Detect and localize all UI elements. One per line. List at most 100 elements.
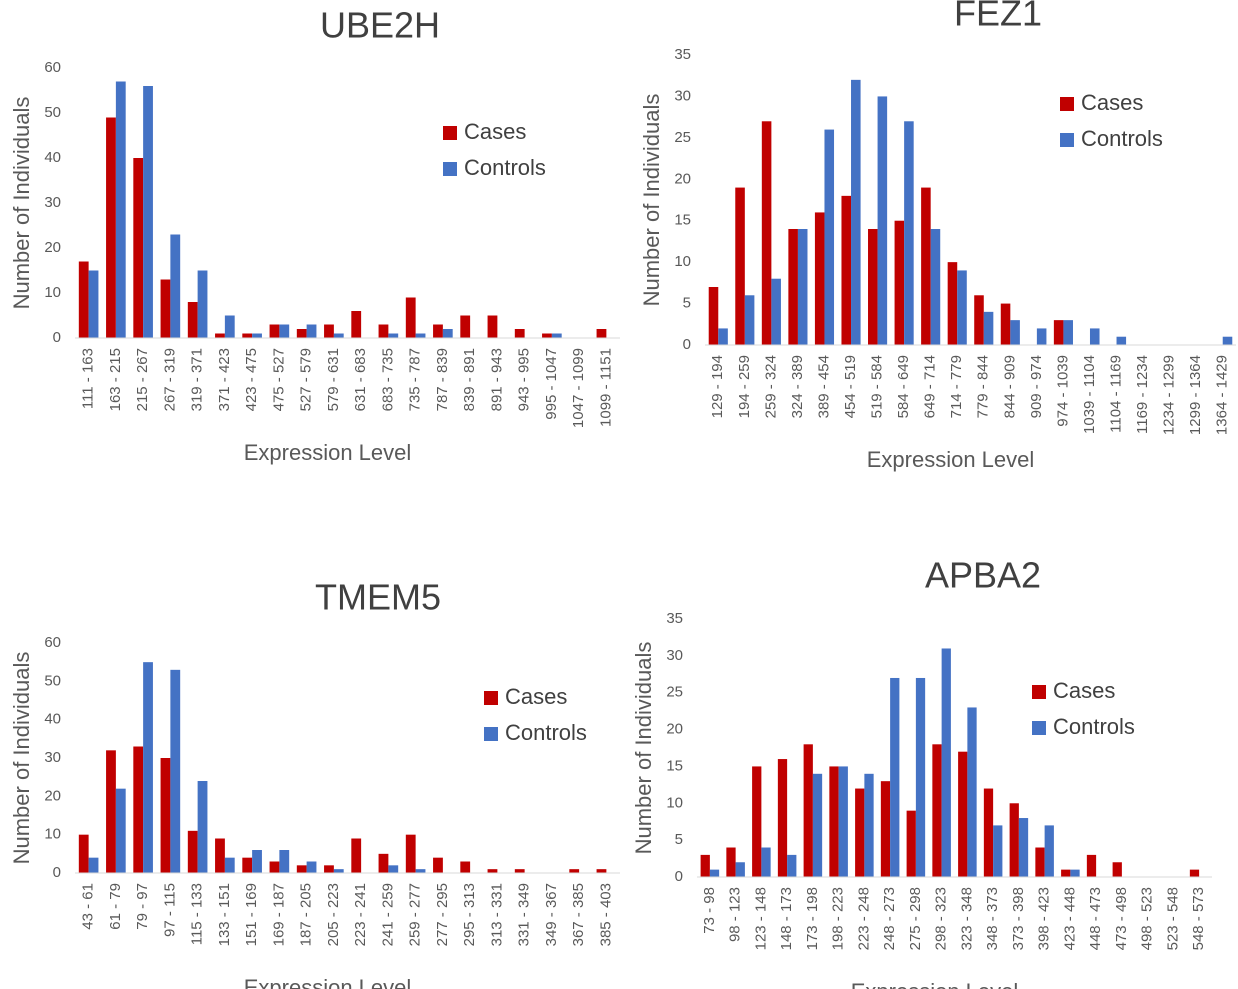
bar bbox=[1070, 869, 1080, 877]
x-axis-title: Expression Level bbox=[244, 440, 412, 465]
bar bbox=[143, 86, 153, 338]
x-tick-label: 111 - 163 bbox=[80, 348, 97, 409]
bar bbox=[752, 766, 762, 877]
bar bbox=[957, 270, 967, 345]
bar bbox=[797, 229, 808, 345]
bar bbox=[187, 302, 198, 338]
x-tick-label: 454 - 519 bbox=[842, 355, 859, 418]
x-tick-label: 649 - 714 bbox=[922, 355, 939, 418]
bar bbox=[1000, 303, 1011, 345]
legend-swatch bbox=[1032, 685, 1046, 699]
bar bbox=[106, 117, 116, 338]
bar bbox=[115, 81, 126, 338]
x-tick-label: 223 - 241 bbox=[352, 883, 369, 946]
legend-swatch bbox=[484, 727, 498, 741]
y-tick-label: 15 bbox=[674, 212, 691, 229]
bar bbox=[864, 773, 874, 877]
bar bbox=[252, 333, 262, 338]
legend-label: Cases bbox=[464, 119, 526, 144]
bar bbox=[324, 324, 334, 338]
x-tick-label: 259 - 324 bbox=[762, 355, 779, 418]
bar bbox=[1222, 336, 1233, 345]
bar bbox=[838, 766, 848, 877]
bar bbox=[514, 329, 525, 338]
x-tick-label: 324 - 389 bbox=[789, 355, 806, 418]
legend-label: Cases bbox=[1081, 90, 1143, 115]
chart-title: APBA2 bbox=[925, 555, 1041, 596]
x-tick-label: 371 - 423 bbox=[216, 348, 233, 411]
x-tick-label: 527 - 579 bbox=[298, 348, 315, 411]
bar bbox=[851, 79, 861, 345]
y-tick-label: 25 bbox=[666, 684, 683, 701]
x-tick-label: 187 - 205 bbox=[298, 883, 315, 946]
x-tick-label: 1039 - 1104 bbox=[1081, 355, 1098, 434]
x-tick-label: 891 - 943 bbox=[488, 348, 505, 411]
bar bbox=[744, 295, 755, 345]
x-tick-label: 223 - 248 bbox=[855, 887, 872, 950]
legend-label: Cases bbox=[1053, 678, 1115, 703]
bar bbox=[224, 857, 235, 873]
bar bbox=[215, 838, 225, 873]
x-tick-label: 714 - 779 bbox=[948, 355, 965, 418]
bar bbox=[974, 295, 984, 345]
x-tick-label: 995 - 1047 bbox=[543, 348, 560, 420]
bar bbox=[1010, 320, 1020, 345]
bar bbox=[279, 324, 290, 338]
x-tick-label: 295 - 313 bbox=[461, 883, 478, 946]
bar bbox=[761, 847, 771, 877]
y-tick-label: 30 bbox=[44, 194, 61, 211]
bar bbox=[700, 854, 710, 877]
x-tick-label: 475 - 527 bbox=[270, 348, 287, 411]
legend-label: Controls bbox=[464, 155, 546, 180]
bar bbox=[351, 838, 362, 873]
bar bbox=[596, 329, 607, 338]
bar bbox=[487, 869, 498, 873]
bar bbox=[877, 96, 888, 345]
bar bbox=[460, 861, 471, 873]
bar bbox=[133, 158, 144, 338]
bar bbox=[1086, 854, 1097, 877]
bar bbox=[803, 744, 813, 877]
bar bbox=[197, 781, 208, 873]
x-tick-label: 248 - 273 bbox=[881, 887, 898, 950]
x-tick-label: 277 - 295 bbox=[434, 883, 451, 946]
bar bbox=[915, 677, 926, 877]
y-tick-label: 5 bbox=[675, 831, 683, 848]
bar bbox=[841, 195, 852, 345]
x-tick-label: 844 - 909 bbox=[1001, 355, 1018, 418]
x-tick-label: 259 - 277 bbox=[407, 883, 424, 946]
y-tick-label: 60 bbox=[44, 634, 61, 651]
x-tick-label: 61 - 79 bbox=[107, 883, 124, 930]
x-tick-label: 148 - 173 bbox=[778, 887, 795, 950]
y-tick-label: 20 bbox=[666, 721, 683, 738]
x-tick-label: 1364 - 1429 bbox=[1214, 355, 1231, 435]
bar bbox=[296, 329, 307, 338]
x-tick-label: 519 - 584 bbox=[869, 355, 886, 418]
bar bbox=[88, 857, 99, 873]
x-tick-label: 373 - 398 bbox=[1010, 887, 1027, 950]
x-tick-label: 943 - 995 bbox=[516, 348, 533, 411]
x-tick-label: 151 - 169 bbox=[243, 883, 260, 946]
bar bbox=[993, 825, 1003, 877]
x-tick-label: 1104 - 1169 bbox=[1107, 355, 1124, 433]
bar bbox=[433, 857, 443, 873]
y-tick-label: 0 bbox=[53, 329, 61, 346]
bar bbox=[160, 758, 171, 873]
x-tick-label: 198 - 223 bbox=[830, 887, 847, 950]
bar bbox=[1063, 320, 1073, 345]
bar bbox=[433, 324, 443, 338]
bar bbox=[487, 315, 498, 338]
bar bbox=[306, 324, 317, 338]
y-tick-label: 35 bbox=[666, 610, 683, 627]
bar bbox=[761, 121, 772, 346]
bar bbox=[906, 810, 916, 877]
bar bbox=[106, 750, 116, 873]
bar bbox=[378, 324, 389, 338]
y-tick-label: 0 bbox=[53, 864, 61, 881]
x-tick-label: 215 - 267 bbox=[134, 348, 151, 411]
bar bbox=[252, 850, 262, 873]
legend-swatch bbox=[1060, 97, 1074, 111]
bar bbox=[735, 862, 745, 877]
bar bbox=[958, 751, 968, 877]
